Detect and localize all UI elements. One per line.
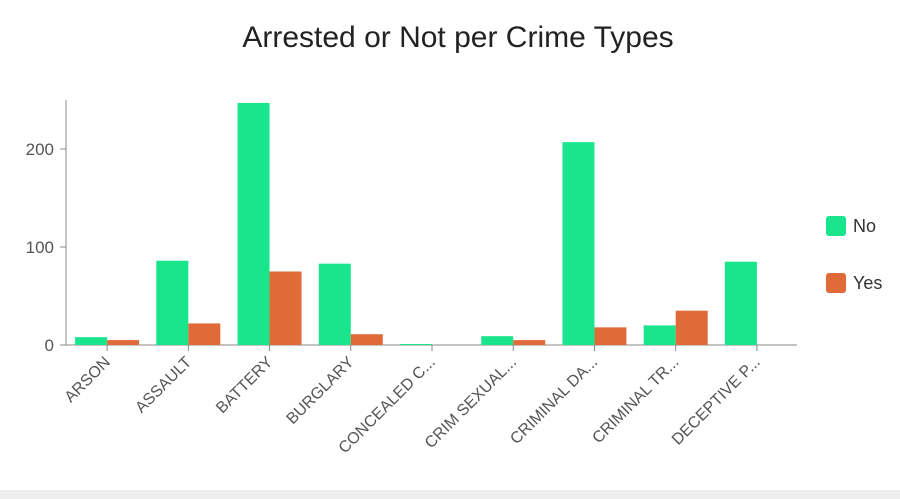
bar-no-2[interactable]: [237, 102, 270, 345]
chart-title: Arrested or Not per Crime Types: [242, 21, 673, 54]
x-tick-label: CRIM SEXUAL...: [422, 354, 520, 452]
legend-swatch-yes[interactable]: [826, 273, 846, 293]
y-tick-label: 100: [26, 238, 54, 257]
bars-group: [75, 102, 757, 346]
x-tick-label: DECEPTIVE P...: [669, 354, 764, 449]
bar-no-5[interactable]: [481, 336, 514, 345]
bar-yes-2[interactable]: [269, 271, 302, 346]
y-tick-label: 0: [45, 336, 54, 355]
x-tick-label: CRIMINAL TR...: [589, 354, 682, 447]
legend-swatch-no[interactable]: [826, 216, 846, 236]
x-tick-label: BATTERY: [213, 354, 276, 417]
bar-no-1[interactable]: [156, 260, 189, 345]
x-tick-label: CRIMINAL DA...: [507, 354, 601, 448]
bar-no-7[interactable]: [643, 325, 676, 345]
legend: No Yes: [826, 216, 882, 293]
legend-label-no[interactable]: No: [853, 216, 876, 236]
y-tick-label: 200: [26, 140, 54, 159]
bar-yes-6[interactable]: [594, 327, 627, 345]
x-tick-label: ARSON: [62, 354, 114, 406]
bar-yes-3[interactable]: [350, 334, 383, 345]
bar-yes-5[interactable]: [513, 340, 546, 345]
legend-label-yes[interactable]: Yes: [853, 273, 882, 293]
bar-no-3[interactable]: [318, 263, 351, 345]
x-tick-label: ASSAULT: [132, 354, 195, 417]
bar-no-8[interactable]: [724, 261, 757, 345]
bar-yes-7[interactable]: [675, 310, 708, 345]
bar-yes-0[interactable]: [107, 340, 140, 345]
bar-no-4[interactable]: [400, 344, 432, 345]
y-axis: 0 100 200: [26, 100, 67, 355]
bar-yes-1[interactable]: [188, 323, 221, 345]
bar-no-0[interactable]: [75, 337, 108, 345]
bar-no-6[interactable]: [562, 142, 595, 345]
x-tick-label: BURGLARY: [284, 354, 358, 428]
footer-strip: [0, 490, 900, 499]
